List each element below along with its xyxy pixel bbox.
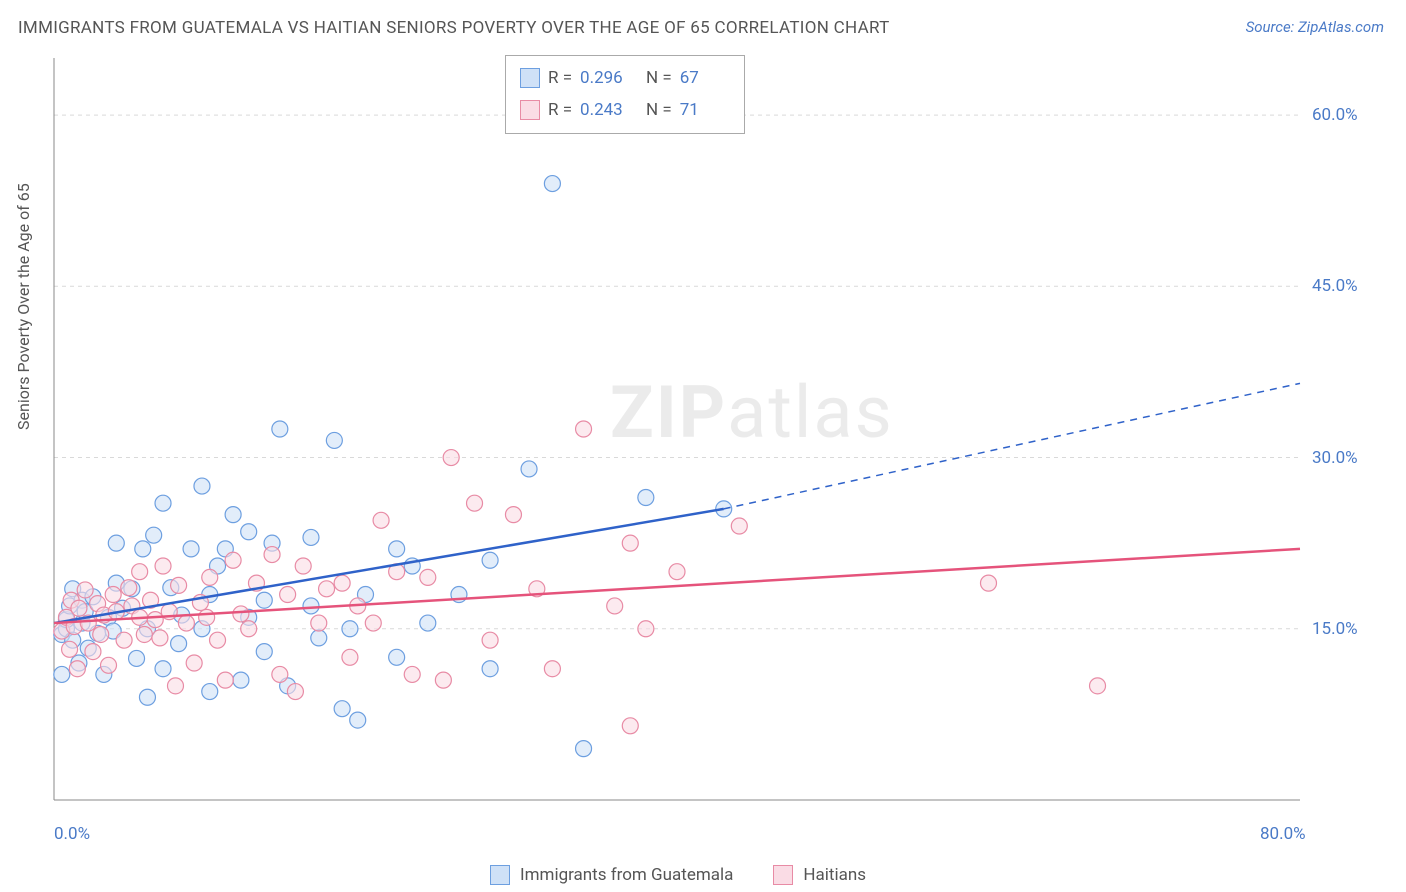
source-label: Source: ZipAtlas.com [1246, 18, 1384, 36]
x-tick-label: 80.0% [1260, 824, 1306, 844]
stat-r-value: 0.243 [580, 94, 630, 126]
stat-n-value: 67 [680, 62, 730, 94]
legend-item-guatemala: Immigrants from Guatemala [490, 865, 733, 885]
stats-legend-box: R = 0.296 N = 67 R = 0.243 N = 71 [505, 55, 745, 134]
stat-n-value: 71 [680, 94, 730, 126]
swatch-icon [773, 865, 793, 885]
stats-row-guatemala: R = 0.296 N = 67 [520, 62, 730, 94]
stat-r-value: 0.296 [580, 62, 630, 94]
legend-item-haitians: Haitians [773, 865, 866, 885]
legend-label: Haitians [803, 865, 866, 885]
swatch-icon [490, 865, 510, 885]
swatch-icon [520, 68, 540, 88]
stat-n-label: N = [646, 62, 672, 94]
y-tick-label: 15.0% [1312, 619, 1358, 639]
chart-title: IMMIGRANTS FROM GUATEMALA VS HAITIAN SEN… [18, 18, 890, 38]
y-tick-label: 45.0% [1312, 276, 1358, 296]
stats-row-haitians: R = 0.243 N = 71 [520, 94, 730, 126]
stat-r-label: R = [548, 94, 572, 126]
legend-label: Immigrants from Guatemala [520, 865, 733, 885]
y-tick-label: 60.0% [1312, 105, 1358, 125]
scatter-plot [50, 50, 1370, 830]
y-tick-label: 30.0% [1312, 448, 1358, 468]
stat-r-label: R = [548, 62, 572, 94]
swatch-icon [520, 100, 540, 120]
bottom-legend: Immigrants from Guatemala Haitians [490, 865, 866, 885]
x-tick-label: 0.0% [54, 824, 90, 844]
stat-n-label: N = [646, 94, 672, 126]
y-axis-label: Seniors Poverty Over the Age of 65 [14, 183, 33, 430]
